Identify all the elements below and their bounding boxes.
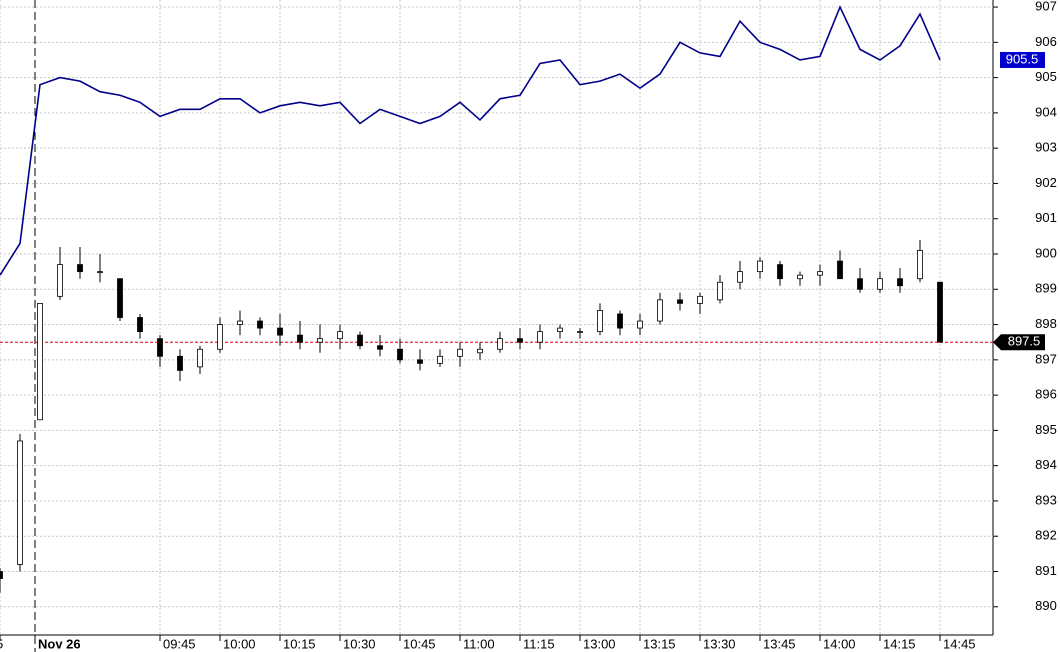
last-price-label: 897.5 (1008, 334, 1041, 349)
candle-body (837, 260, 843, 280)
x-tick-label: 10:15 (283, 636, 316, 651)
candle-body (697, 295, 703, 304)
last-line-tag (1000, 51, 1045, 68)
candle-body (297, 334, 303, 343)
y-tick-label: 890 (1035, 598, 1057, 613)
candle-body (77, 264, 83, 273)
candle-body (397, 348, 403, 361)
y-tick-label: 903 (1035, 140, 1057, 155)
y-tick-label: 894 (1035, 457, 1057, 472)
candle-body (17, 440, 23, 565)
x-tick-label: 14:15 (883, 636, 916, 651)
candle-body (137, 317, 143, 333)
x-tick-label: 10:00 (223, 636, 256, 651)
x-tick-label: 5 (0, 636, 3, 651)
y-tick-label: 902 (1035, 175, 1057, 190)
y-tick-label: 901 (1035, 210, 1057, 225)
last-line-label: 905.5 (1006, 51, 1039, 66)
candle-body (457, 348, 463, 357)
candle-body (917, 250, 923, 280)
candle-body (517, 338, 523, 343)
candle-body (877, 278, 883, 290)
candle-body (557, 327, 563, 333)
x-tick-label: 13:30 (703, 636, 736, 651)
candle-body (777, 264, 783, 280)
candle-body (217, 324, 223, 350)
candle-body (797, 274, 803, 280)
candle-body (257, 320, 263, 329)
last-price-tag (993, 334, 1045, 351)
y-tick-label: 900 (1035, 245, 1057, 260)
price-line (0, 5, 941, 276)
candle-body (237, 320, 243, 325)
candle-body (817, 271, 823, 276)
candle-body (617, 313, 623, 329)
x-tick-label: Nov 26 (38, 636, 81, 651)
candle-body (357, 334, 363, 347)
y-tick-label: 891 (1035, 563, 1057, 578)
candle-body (737, 271, 743, 283)
candle-body (117, 278, 123, 318)
y-tick-label: 904 (1035, 104, 1057, 119)
y-tick-label: 895 (1035, 422, 1057, 437)
candle-body (717, 281, 723, 301)
y-tick-label: 893 (1035, 492, 1057, 507)
y-tick-label: 906 (1035, 34, 1057, 49)
y-tick-label: 907 (1035, 0, 1057, 13)
y-tick-label: 892 (1035, 528, 1057, 543)
candle-body (57, 264, 63, 297)
candle-body (757, 260, 763, 273)
candle-body (177, 355, 183, 371)
y-tick-label: 899 (1035, 281, 1057, 296)
y-tick-label: 897 (1035, 351, 1057, 366)
x-tick-label: 11:15 (523, 636, 555, 651)
y-tick-label: 905 (1035, 69, 1057, 84)
candle-body (477, 348, 483, 354)
x-tick-label: 13:45 (763, 636, 796, 651)
candle-body (417, 359, 423, 364)
candle-body (317, 338, 323, 343)
candle-body (197, 348, 203, 368)
y-tick-label: 898 (1035, 316, 1057, 331)
candle-body (0, 571, 3, 579)
candle-body (897, 278, 903, 287)
candle-body (497, 338, 503, 350)
x-tick-label: 09:45 (163, 636, 196, 651)
x-tick-label: 14:45 (943, 636, 976, 651)
candle-body (377, 345, 383, 350)
candle-body (437, 355, 443, 364)
x-tick-label: 11:00 (463, 636, 495, 651)
candle-body (337, 331, 343, 340)
candle-body (157, 338, 163, 357)
candle-body (577, 331, 583, 334)
x-tick-label: 14:00 (823, 636, 856, 651)
y-tick-label: 896 (1035, 387, 1057, 402)
candle-body (657, 299, 663, 322)
x-tick-label: 13:00 (583, 636, 616, 651)
x-tick-label: 10:45 (403, 636, 436, 651)
candle-body (937, 281, 943, 343)
candle-body (97, 271, 103, 274)
x-tick-label: 13:15 (643, 636, 676, 651)
x-tick-label: 10:30 (343, 636, 376, 651)
candle-body (537, 331, 543, 343)
candle-body (37, 302, 43, 421)
candle-body (677, 299, 683, 304)
candle-body (637, 320, 643, 329)
candle-body (277, 327, 283, 336)
candle-body (857, 278, 863, 290)
candle-body (597, 310, 603, 333)
